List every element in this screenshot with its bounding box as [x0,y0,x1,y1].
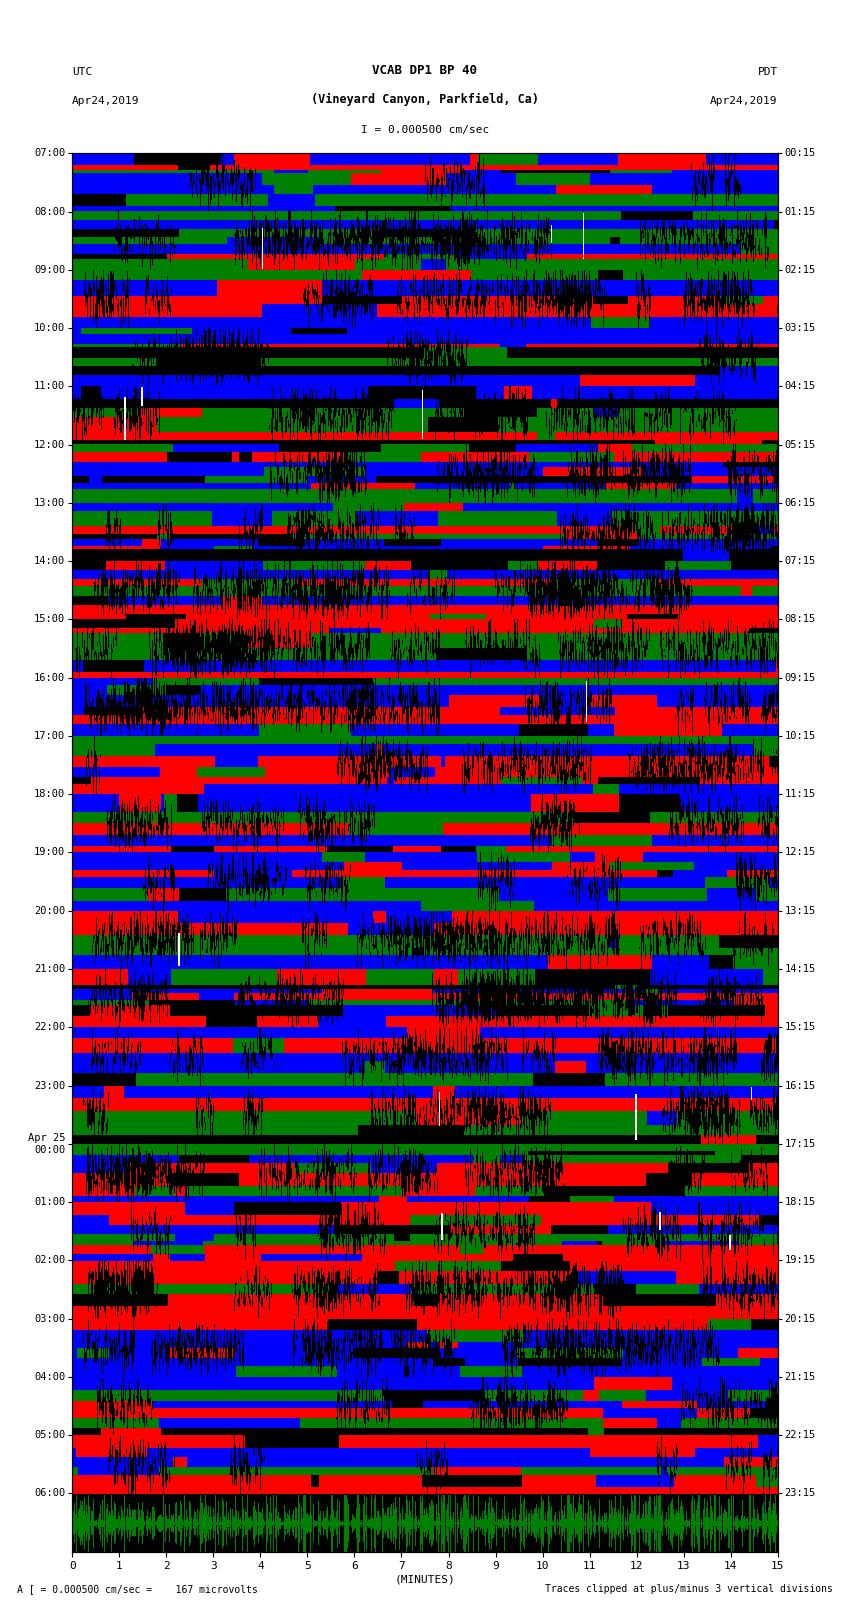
Text: VCAB DP1 BP 40: VCAB DP1 BP 40 [372,65,478,77]
Text: A [ = 0.000500 cm/sec =    167 microvolts: A [ = 0.000500 cm/sec = 167 microvolts [17,1584,258,1594]
Text: Apr24,2019: Apr24,2019 [711,97,778,106]
Text: I = 0.000500 cm/sec: I = 0.000500 cm/sec [361,126,489,135]
Text: Apr24,2019: Apr24,2019 [72,97,139,106]
Text: (Vineyard Canyon, Parkfield, Ca): (Vineyard Canyon, Parkfield, Ca) [311,94,539,106]
Text: Traces clipped at plus/minus 3 vertical divisions: Traces clipped at plus/minus 3 vertical … [545,1584,833,1594]
Text: PDT: PDT [757,68,778,77]
X-axis label: (MINUTES): (MINUTES) [394,1574,456,1584]
Text: UTC: UTC [72,68,93,77]
